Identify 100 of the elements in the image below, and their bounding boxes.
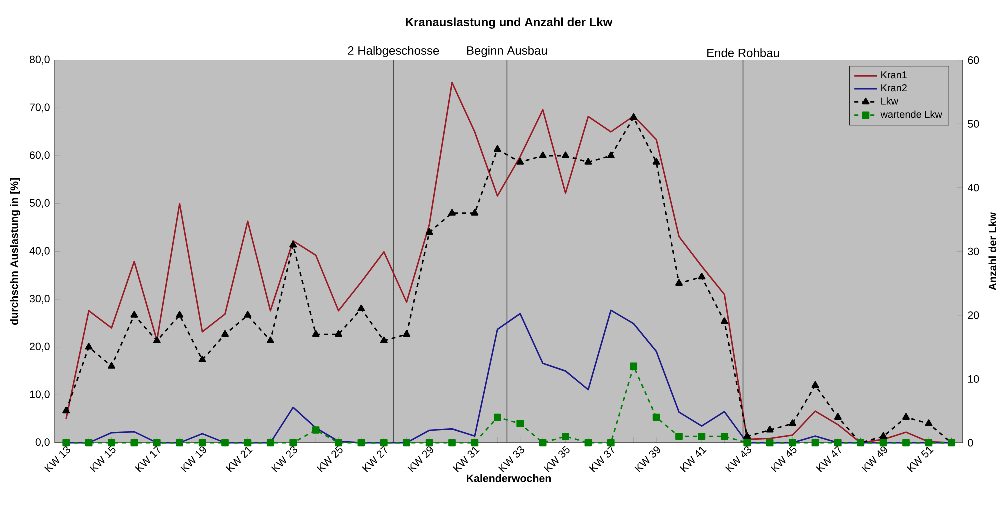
point [266,439,274,447]
point [539,152,547,158]
point [426,439,434,447]
y-tick-label: 50,0 [30,199,50,208]
point [198,356,206,363]
point [789,439,796,447]
y2-tick-label: 30 [968,248,980,256]
point [312,330,320,338]
point [335,439,342,447]
y2-tick-label: 10 [968,375,980,383]
y-tick-label: 0,0 [36,438,50,448]
text: Beginn Ausbau [467,46,548,58]
x-tick-label: KW 25 [316,446,343,473]
point [925,439,933,447]
y2-tick-label: 60 [968,56,980,64]
point [902,413,910,420]
point [720,432,728,440]
point [403,439,411,447]
x-axis-title: Kalenderwochen [467,474,552,482]
point [698,272,706,280]
point [244,311,252,318]
point [562,432,570,440]
point [676,432,683,440]
point [584,158,592,165]
x-tick-label: KW 29 [408,446,434,473]
point [108,439,116,447]
legend-label: Lkw [882,98,899,105]
point [198,439,206,447]
legend-label: Kran2 [882,84,907,92]
point [494,414,502,422]
point [630,362,638,370]
point [312,426,320,434]
text: Ende Rohbau [708,48,780,58]
point [584,439,592,447]
legend-label: wartende Lkw [880,110,942,118]
x-tick-label: KW 37 [589,446,614,473]
point [925,420,933,426]
point [676,279,683,286]
x-tick-label: KW 15 [90,446,116,472]
y-tick-label: 20,0 [30,342,50,352]
y2-tick-label: 20 [968,312,980,320]
chart-title: Kranauslastung und Anzahl der Lkw [406,18,613,29]
x-tick-label: KW 17 [135,446,160,472]
point [539,439,547,447]
x-tick-label: KW 33 [498,446,525,473]
y-tick-label: 80,0 [30,56,50,65]
point [222,330,229,338]
y2-axis-title: Anzahl der Lkw [988,212,997,291]
y2-tick-label: 0 [968,439,974,447]
x-tick-label: KW 21 [226,446,253,473]
point [380,439,388,447]
point [153,439,161,447]
x-tick-label: KW 19 [180,446,206,473]
point [153,336,161,344]
point [607,439,615,447]
x-tick-label: KW 41 [680,446,707,472]
point [834,413,842,420]
point [834,439,842,447]
x-tick-label: KW 35 [544,446,570,473]
point [880,432,888,440]
x-tick-label: KW 31 [453,446,480,473]
point [266,336,274,344]
point [516,420,524,428]
x-tick-label: KW 39 [634,446,660,473]
y2-tick-label: 40 [968,184,980,192]
point [85,439,93,447]
point [290,241,298,248]
point [607,152,615,158]
point [358,304,366,312]
x-tick-label: KW 23 [271,446,298,473]
y-tick-label: 60,0 [30,152,50,160]
point [62,406,70,414]
point [766,426,774,433]
y-tick-label: 70,0 [30,104,50,113]
point [494,145,502,152]
point [630,114,638,120]
point [902,439,910,447]
point [108,362,116,369]
point [358,439,366,447]
point [471,439,479,447]
point [652,158,660,165]
point [766,439,774,447]
point [720,318,728,324]
point [403,330,411,338]
point [698,432,706,440]
y-tick-label: 40,0 [30,247,50,256]
point [562,152,570,158]
y2-tick-label: 50 [968,120,980,128]
point [448,439,456,447]
x-tick-label: KW 27 [362,446,388,473]
point [62,439,70,447]
point [130,439,138,447]
point [176,439,184,447]
point [222,439,229,447]
point [812,381,820,388]
point [244,439,252,447]
point [176,311,184,318]
x-tick-label: KW 47 [816,446,842,472]
point [789,420,796,426]
y-tick-label: 30,0 [30,295,50,304]
